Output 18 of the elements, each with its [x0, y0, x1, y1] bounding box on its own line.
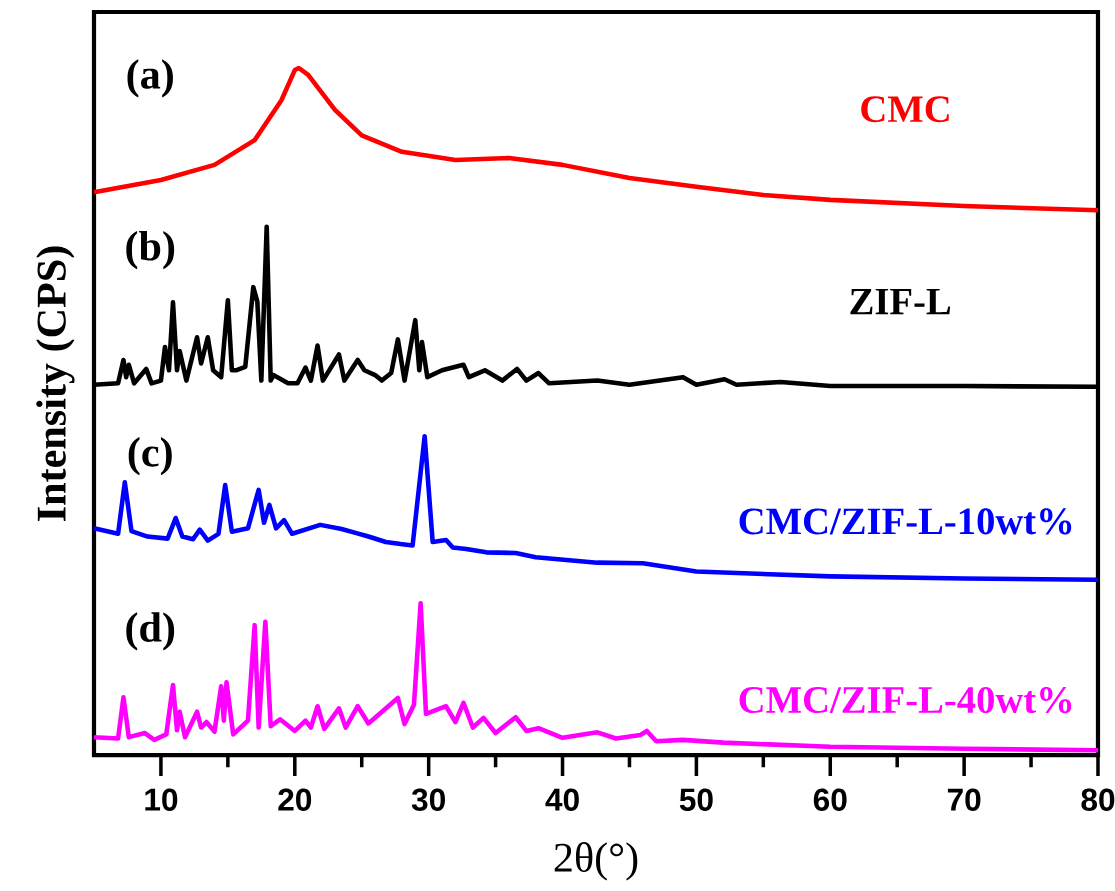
series-label: CMC/ZIF-L-10wt%	[739, 508, 1072, 535]
x-tick-label: 80	[1081, 788, 1115, 811]
x-tick-label: 50	[679, 788, 713, 811]
annotation: (c)	[128, 437, 172, 476]
x-tick-label: 10	[145, 788, 178, 811]
x-tick-label: 40	[545, 788, 579, 811]
series-label: CMC/ZIF-L-40wt%	[739, 686, 1072, 714]
x-tick-label: 70	[947, 788, 981, 811]
x-axis-title: 2θ(°)	[554, 842, 638, 881]
series-label: ZIF-L	[850, 288, 951, 315]
x-tick-label: 60	[813, 788, 847, 811]
annotation: (d)	[126, 612, 175, 651]
y-axis-title: Intensity (CPS)	[36, 246, 75, 521]
x-tick-label: 30	[411, 788, 445, 811]
annotation: (b)	[126, 230, 175, 270]
x-tick-label: 20	[278, 788, 312, 811]
text: CMC	[861, 96, 949, 123]
annotation: (a)	[127, 59, 173, 98]
